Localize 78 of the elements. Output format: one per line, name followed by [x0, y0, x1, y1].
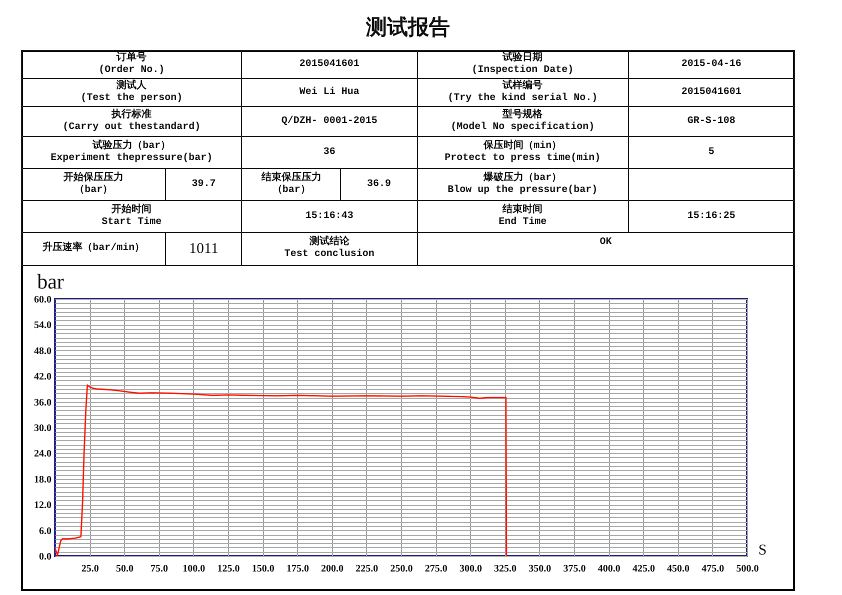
y-axis-title: bar — [37, 270, 64, 294]
text: (Carry out thestandard) — [62, 122, 201, 132]
x-tick-label: 250.0 — [390, 564, 413, 574]
x-tick-label: 475.0 — [702, 564, 724, 574]
text: Wei Li Hua — [299, 86, 360, 98]
x-axis-title: S — [758, 542, 767, 558]
text: 试样编号 — [502, 80, 543, 92]
text: （bar） — [74, 184, 113, 196]
text: (Order No.) — [98, 64, 165, 76]
x-tick-label: 275.0 — [424, 564, 448, 574]
text: 39.7 — [192, 178, 216, 190]
text: 试验压力（bar） — [92, 140, 171, 152]
text: 结束时间 — [502, 204, 543, 216]
text: GR-S-108 — [687, 116, 736, 126]
text: Start Time — [102, 216, 162, 228]
x-tick-label: 150.0 — [252, 564, 274, 574]
text: （bar） — [272, 184, 310, 196]
y-tick-label: 6.0 — [39, 526, 52, 537]
text: 升压速率（bar/min） — [42, 243, 145, 254]
text: 5 — [708, 146, 714, 158]
x-tick-label: 25.0 — [81, 564, 99, 574]
text: 型号规格 — [502, 110, 543, 120]
x-tick-label: 500.0 — [736, 564, 759, 574]
x-tick-label: 200.0 — [321, 564, 344, 574]
x-tick-label: 400.0 — [598, 564, 620, 574]
x-tick-label: 75.0 — [150, 564, 168, 574]
y-tick-label: 12.0 — [34, 500, 52, 512]
text: Q/DZH- 0001-2015 — [281, 116, 378, 126]
text: 结束保压压力 — [261, 172, 322, 184]
x-tick-label: 350.0 — [528, 564, 552, 574]
x-tick-label: 450.0 — [667, 564, 690, 574]
text: 开始保压压力 — [64, 172, 124, 184]
text: 15:16:43 — [305, 210, 354, 222]
text: (Test the person) — [80, 92, 183, 104]
y-tick-label: 54.0 — [34, 320, 52, 332]
text: 测试人 — [116, 80, 147, 92]
text: (Try the kind serial No.) — [448, 92, 598, 104]
text: 订单号 — [116, 52, 147, 64]
y-tick-label: 18.0 — [34, 474, 52, 486]
y-tick-label: 60.0 — [34, 294, 52, 306]
text: Test conclusion — [284, 249, 374, 260]
text: 15:16:25 — [687, 210, 736, 222]
text: 2015041601 — [299, 58, 360, 70]
text: 测试结论 — [309, 237, 350, 248]
text: 36.9 — [366, 178, 391, 190]
x-tick-label: 300.0 — [459, 564, 482, 574]
text: 36 — [323, 146, 336, 158]
text: (Inspection Date) — [472, 64, 574, 76]
text: 爆破压力（bar） — [484, 172, 562, 184]
y-tick-label: 48.0 — [34, 346, 52, 357]
text: Experiment thepressure(bar) — [50, 152, 213, 164]
text: OK — [600, 237, 612, 248]
text: 试验日期 — [502, 52, 543, 64]
line-series — [55, 384, 508, 556]
text: Protect to press time(min) — [444, 152, 601, 164]
x-tick-label: 100.0 — [182, 564, 206, 574]
text: Blow up the pressure(bar) — [448, 184, 598, 196]
y-tick-label: 24.0 — [34, 448, 52, 460]
text: End Time — [498, 216, 547, 228]
text: 1011 — [189, 240, 218, 256]
y-tick-label: 42.0 — [34, 372, 52, 383]
x-tick-label: 325.0 — [494, 564, 517, 574]
x-tick-label: 175.0 — [286, 564, 309, 574]
text: 保压时间（min） — [484, 140, 562, 152]
text: 2015-04-16 — [681, 58, 742, 70]
text: 测试报告 — [366, 15, 450, 39]
text: 2015041601 — [681, 86, 742, 98]
y-tick-label: 36.0 — [34, 397, 52, 408]
text: (Model No specification) — [450, 122, 595, 132]
text: 执行标准 — [112, 110, 152, 120]
x-tick-label: 375.0 — [563, 564, 586, 574]
y-tick-label: 0.0 — [39, 552, 52, 562]
x-tick-label: 225.0 — [356, 564, 378, 574]
text: 开始时间 — [112, 204, 152, 216]
x-tick-label: 125.0 — [217, 564, 240, 574]
x-tick-label: 50.0 — [116, 564, 134, 574]
x-tick-label: 425.0 — [632, 564, 655, 574]
y-tick-label: 30.0 — [34, 423, 52, 434]
